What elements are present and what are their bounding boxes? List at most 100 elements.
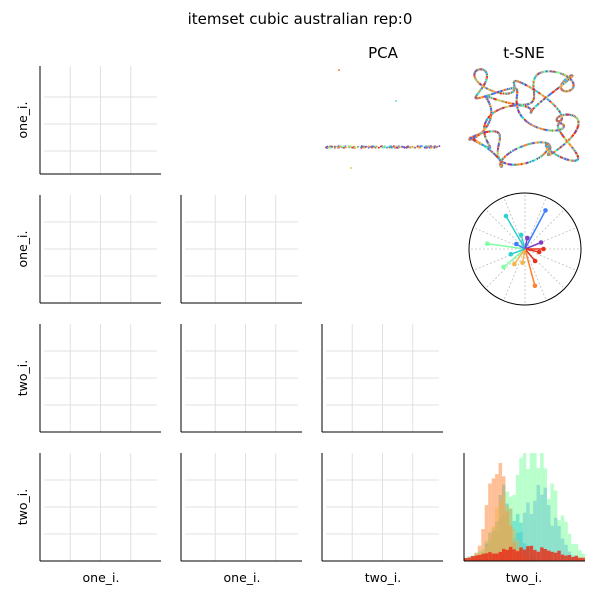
- polar-grid-spoke: [485, 209, 526, 250]
- svg-text:one_i.: one_i.: [15, 102, 30, 139]
- histogram-bar: [515, 514, 520, 561]
- histogram-bar: [560, 554, 565, 561]
- histogram-bar: [550, 551, 554, 561]
- histogram-bar: [529, 545, 534, 561]
- pca-scatter: [325, 69, 441, 169]
- pair-panel-3-3: [321, 324, 443, 433]
- polar-grid-spoke: [524, 248, 547, 301]
- pair-panel-4-3: [321, 453, 443, 562]
- histogram-bar: [505, 549, 509, 561]
- histogram-bar: [481, 529, 485, 561]
- pca-point: [430, 145, 432, 147]
- histogram-bar: [533, 453, 537, 561]
- polar-spoke: [510, 248, 526, 255]
- pair-panel-3-2: [180, 324, 302, 433]
- histogram-bar: [529, 453, 534, 561]
- pca-point: [428, 145, 431, 148]
- pca-outlier-point: [395, 100, 397, 102]
- pca-point: [342, 145, 345, 148]
- polar-grid-spoke: [524, 197, 547, 250]
- pca-point: [327, 146, 330, 149]
- pca-point: [377, 146, 380, 149]
- pca-point: [419, 146, 421, 149]
- pca-point: [436, 145, 439, 148]
- histogram-bar: [536, 468, 541, 561]
- polar-spoke: [520, 234, 526, 250]
- pca-point: [386, 146, 388, 149]
- tsne-scatter: [468, 68, 580, 168]
- svg-text:one_i.: one_i.: [15, 231, 30, 268]
- histogram-bar: [512, 520, 516, 561]
- histogram-bar: [581, 553, 585, 561]
- pca-point: [433, 145, 436, 148]
- histogram-bar: [567, 555, 572, 561]
- pair-panel-2-1: [39, 195, 161, 304]
- histogram-bar: [578, 550, 582, 561]
- column-title-tsne: t-SNE: [503, 44, 545, 62]
- polar-spoke-marker: [541, 246, 546, 252]
- pca-point: [420, 145, 423, 148]
- polar-grid-spoke: [485, 248, 526, 289]
- histogram-bar: [560, 515, 565, 561]
- pca-point: [379, 145, 382, 148]
- pca-point: [393, 146, 396, 149]
- histogram-bar: [567, 534, 572, 561]
- pca-point: [412, 146, 415, 149]
- pca-point: [374, 145, 377, 148]
- polar-spoke-marker: [536, 249, 542, 255]
- svg-text:two_i.: two_i.: [15, 489, 30, 525]
- histogram-bar: [502, 495, 506, 561]
- pca-outlier-point: [338, 69, 340, 71]
- pca-point: [402, 146, 405, 149]
- pca-point: [356, 146, 359, 148]
- pca-point: [411, 146, 413, 149]
- histogram-bar: [522, 549, 527, 561]
- row-label-2: one_i.: [15, 231, 30, 268]
- pca-point: [432, 146, 434, 149]
- pca-point: [347, 145, 350, 148]
- histogram-bar: [553, 490, 558, 561]
- histogram-bar: [550, 483, 554, 561]
- pca-point: [371, 146, 373, 148]
- pair-panel-3-1: [39, 324, 161, 433]
- row-label-1: one_i.: [15, 102, 30, 139]
- histogram-bar: [540, 453, 544, 561]
- histogram-bar: [505, 511, 509, 561]
- histogram-bar: [581, 557, 585, 561]
- polar-spoke-marker: [525, 235, 530, 241]
- polar-spoke: [524, 210, 547, 250]
- polar-grid-spoke: [524, 248, 565, 289]
- histogram-bar: [540, 547, 544, 561]
- polar-spoke: [524, 248, 540, 253]
- pca-point: [338, 146, 340, 149]
- column-title-pca: PCA: [368, 44, 399, 62]
- histogram-bar: [522, 453, 527, 561]
- pca-point: [401, 145, 403, 148]
- polar-grid-spoke: [503, 248, 526, 301]
- pca-point: [405, 146, 408, 149]
- pca-point: [354, 146, 356, 149]
- pair-panel-1-1: [39, 66, 161, 175]
- polar-grid-spoke: [503, 197, 526, 250]
- histogram-bar: [564, 555, 568, 561]
- histogram-bar: [519, 547, 523, 561]
- pca-point: [335, 145, 337, 148]
- pca-point: [408, 146, 411, 148]
- histogram-bar: [536, 551, 541, 561]
- histogram-bar: [564, 521, 568, 561]
- figure-title: itemset cubic australian rep:0: [188, 10, 413, 28]
- histogram-bar: [547, 550, 551, 561]
- histogram-bar: [464, 558, 468, 561]
- pca-point: [329, 147, 332, 149]
- polar-spoke-marker: [508, 251, 514, 257]
- pca-point: [428, 146, 431, 149]
- polar-spoke-marker: [538, 240, 544, 245]
- tsne-point: [539, 127, 542, 130]
- polar-panel: [468, 192, 582, 306]
- histogram-bar: [488, 533, 492, 561]
- pca-point: [395, 145, 397, 148]
- row-label-3: two_i.: [15, 360, 30, 396]
- histogram-bar: [495, 507, 499, 561]
- polar-spoke: [513, 248, 526, 265]
- histogram-bar: [557, 550, 561, 561]
